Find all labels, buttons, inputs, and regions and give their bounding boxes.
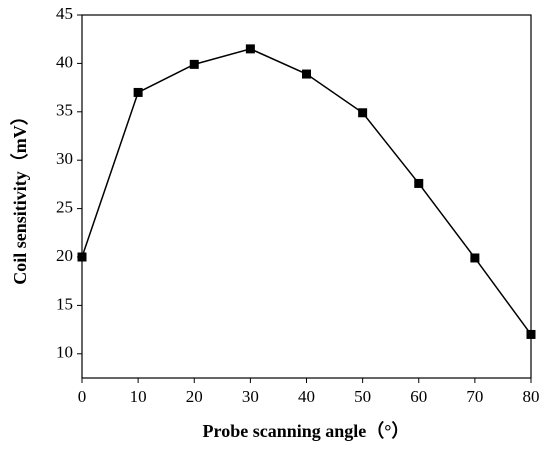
- x-tick-label: 60: [410, 387, 427, 406]
- data-point: [77, 252, 87, 262]
- data-point: [414, 178, 424, 188]
- data-point: [470, 253, 480, 263]
- data-point: [245, 44, 255, 54]
- y-tick-label: 40: [56, 52, 73, 71]
- x-tick-label: 40: [298, 387, 315, 406]
- y-tick-label: 10: [56, 343, 73, 362]
- y-tick-label: 35: [56, 101, 73, 120]
- x-tick-label: 50: [354, 387, 371, 406]
- x-tick-label: 30: [242, 387, 259, 406]
- data-point: [133, 87, 143, 97]
- data-point: [358, 108, 368, 118]
- y-tick-label: 15: [56, 294, 73, 313]
- x-tick-label: 80: [523, 387, 540, 406]
- y-tick-label: 20: [56, 246, 73, 265]
- x-tick-label: 0: [78, 387, 87, 406]
- x-tick-label: 10: [130, 387, 147, 406]
- data-point: [189, 59, 199, 69]
- plot-frame: [81, 14, 532, 379]
- y-tick-label: 45: [56, 4, 73, 23]
- x-tick-label: 70: [466, 387, 483, 406]
- data-line: [81, 48, 532, 335]
- data-point: [526, 329, 536, 339]
- x-axis-label: Probe scanning angle（°）: [203, 421, 410, 441]
- data-point: [302, 69, 311, 79]
- x-tick-label: 20: [186, 387, 203, 406]
- y-tick-label: 30: [56, 149, 73, 168]
- y-axis-label: Coil sensitivity（mV）: [10, 107, 30, 285]
- y-tick-label: 25: [56, 198, 73, 217]
